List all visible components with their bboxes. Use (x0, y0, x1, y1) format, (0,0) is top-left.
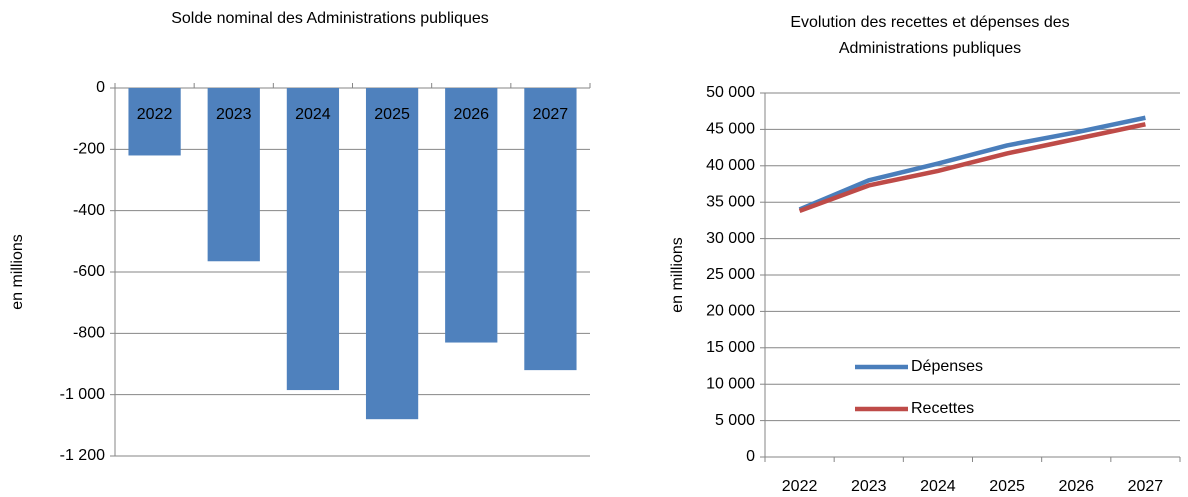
y-tick-label: 30 000 (706, 230, 755, 247)
x-tick-label: 2027 (1128, 478, 1164, 495)
y-tick-label: -1 000 (60, 386, 105, 403)
y-tick-label: 15 000 (706, 339, 755, 356)
x-tick-label: 2027 (533, 106, 569, 123)
chart-title: Evolution des recettes et dépenses des A… (790, 14, 1070, 57)
y-tick-label: 20 000 (706, 303, 755, 320)
y-tick-label: 0 (746, 448, 755, 465)
legend-label: Dépenses (911, 358, 983, 375)
y-tick-label: -200 (73, 141, 105, 158)
x-tick-label: 2026 (1058, 478, 1094, 495)
bar (524, 88, 577, 371)
x-tick-label: 2025 (374, 106, 410, 123)
y-tick-label: 35 000 (706, 193, 755, 210)
x-tick-label: 2024 (920, 478, 956, 495)
x-tick-label: 2022 (782, 478, 818, 495)
y-tick-label: -1 200 (60, 447, 105, 464)
chart-title: Solde nominal des Administrations publiq… (171, 10, 489, 27)
y-tick-label: 50 000 (706, 84, 755, 101)
line-series (798, 115, 1146, 212)
y-axis-label: en millions (9, 234, 26, 310)
y-tick-label: 5 000 (715, 412, 755, 429)
y-tick-label: 10 000 (706, 375, 755, 392)
x-tick-label: 2022 (137, 106, 173, 123)
bar (365, 88, 419, 420)
bar (207, 88, 260, 262)
x-tick-label: 2023 (851, 478, 887, 495)
y-tick-label: -800 (73, 325, 105, 342)
y-tick-label: 45 000 (706, 121, 755, 138)
legend-label: Recettes (911, 400, 974, 417)
x-tick-label: 2026 (453, 106, 489, 123)
y-tick-label: 40 000 (706, 157, 755, 174)
bar (445, 88, 498, 343)
y-tick-label: -400 (73, 202, 105, 219)
line-series (798, 122, 1146, 214)
bar (286, 88, 340, 391)
y-tick-label: 25 000 (706, 266, 755, 283)
x-tick-label: 2023 (216, 106, 252, 123)
y-tick-label: 0 (96, 79, 105, 96)
bar (128, 88, 181, 156)
x-tick-label: 2025 (989, 478, 1025, 495)
y-tick-label: -600 (73, 263, 105, 280)
x-tick-label: 2024 (295, 106, 331, 123)
y-axis-label: en millions (669, 237, 686, 313)
